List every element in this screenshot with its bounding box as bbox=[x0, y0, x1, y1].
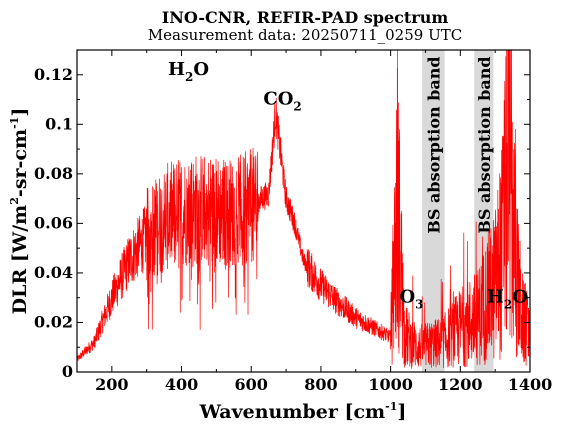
x-tick-label-200: 200 bbox=[95, 375, 128, 394]
y-tick-label: 0.08 bbox=[34, 164, 73, 183]
x-tick-label-1200: 1200 bbox=[438, 375, 483, 394]
y-tick-label: 0.06 bbox=[34, 213, 73, 232]
x-tick-label-1400: 1400 bbox=[508, 375, 553, 394]
y-tick-label: 0 bbox=[62, 362, 73, 381]
series-layer bbox=[76, 49, 531, 369]
band-label-1: BS absorption band bbox=[424, 56, 443, 233]
spectrum-line bbox=[76, 49, 531, 369]
annotation-3: O3 bbox=[399, 287, 423, 312]
x-tick-label-600: 600 bbox=[235, 375, 268, 394]
y-tick-label: 0.1 bbox=[45, 114, 73, 133]
x-tick-label-800: 800 bbox=[304, 375, 337, 394]
y-axis-label: DLR [W/m2-sr-cm-1] bbox=[8, 108, 31, 315]
x-tick-label-400: 400 bbox=[165, 375, 198, 394]
y-tick-label: 0.04 bbox=[34, 263, 73, 282]
chart-title: INO-CNR, REFIR-PAD spectrum bbox=[162, 8, 449, 27]
x-axis-ticks: 200 400 600 800 1000 1200 1400 bbox=[76, 50, 553, 394]
annotations: H2O CO2 O3 H2O bbox=[168, 59, 528, 312]
y-tick-label: 0.12 bbox=[34, 65, 73, 84]
chart-subtitle: Measurement data: 20250711_0259 UTC bbox=[148, 26, 462, 44]
annotation-2: CO2 bbox=[263, 88, 301, 113]
plot-frame bbox=[76, 49, 531, 373]
absorption-band-1 bbox=[421, 50, 445, 372]
y-axis-ticks: 0 0.02 0.04 0.06 0.08 0.1 0.12 bbox=[34, 65, 530, 381]
annotation-4: H2O bbox=[487, 287, 528, 312]
x-axis-label: Wavenumber [cm-1] bbox=[199, 400, 407, 423]
x-tick-label-1000: 1000 bbox=[368, 375, 413, 394]
annotation-1: H2O bbox=[168, 59, 209, 84]
y-tick-label: 0.02 bbox=[34, 312, 73, 331]
band-label-2: BS absorption band bbox=[475, 56, 494, 233]
